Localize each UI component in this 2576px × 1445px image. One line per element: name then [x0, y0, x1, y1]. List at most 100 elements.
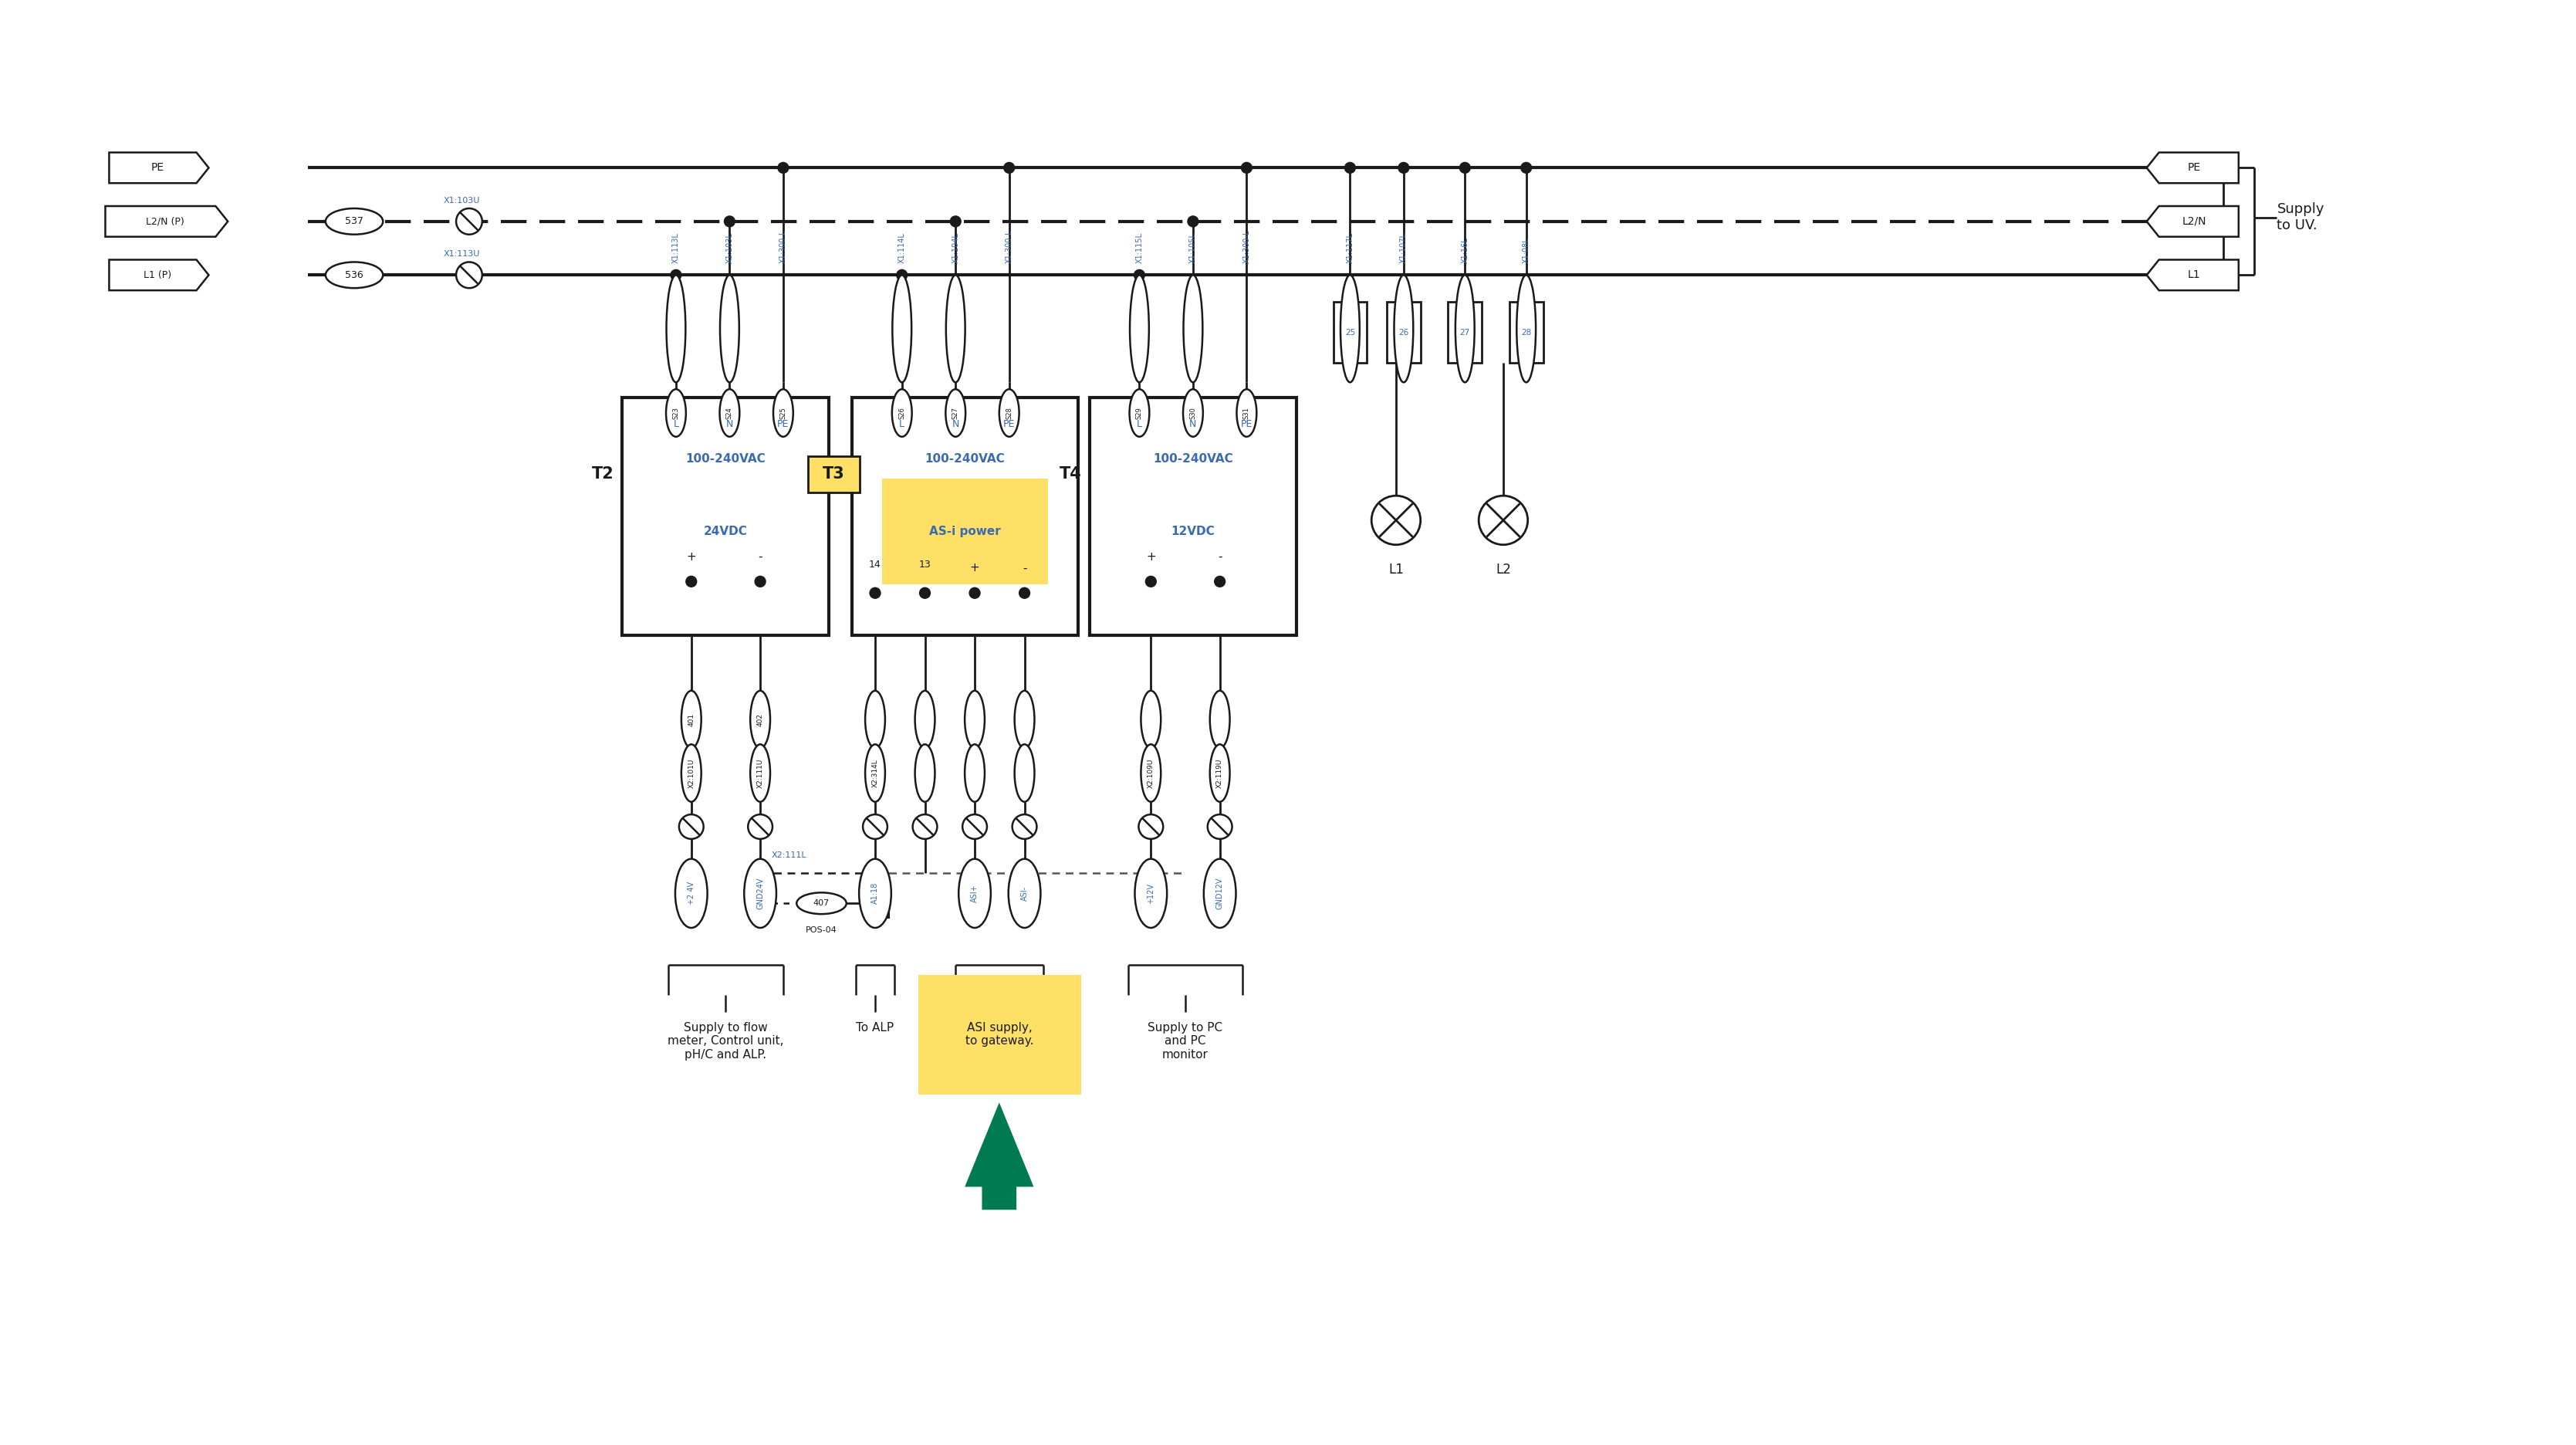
- Text: T3: T3: [822, 467, 845, 483]
- Text: X2:111L: X2:111L: [773, 851, 806, 858]
- Ellipse shape: [719, 389, 739, 436]
- Ellipse shape: [325, 208, 384, 234]
- Text: T4: T4: [1059, 467, 1082, 483]
- Ellipse shape: [750, 691, 770, 749]
- Text: X1:113L: X1:113L: [672, 233, 680, 263]
- Ellipse shape: [1517, 275, 1535, 383]
- Circle shape: [680, 815, 703, 840]
- Ellipse shape: [675, 858, 708, 928]
- Circle shape: [871, 588, 881, 598]
- Text: L1 (P): L1 (P): [144, 270, 173, 280]
- Text: AS-i power: AS-i power: [930, 526, 1002, 538]
- Circle shape: [456, 262, 482, 288]
- Text: S26: S26: [899, 407, 904, 419]
- Text: X1:103L: X1:103L: [726, 233, 734, 263]
- Circle shape: [778, 162, 788, 173]
- Ellipse shape: [958, 858, 992, 928]
- Ellipse shape: [796, 893, 848, 915]
- Circle shape: [920, 588, 930, 598]
- Circle shape: [1520, 162, 1533, 173]
- Text: +: +: [969, 562, 979, 574]
- Text: X2:119U: X2:119U: [1216, 759, 1224, 788]
- Text: S23: S23: [672, 407, 680, 419]
- Ellipse shape: [966, 744, 984, 802]
- Text: S31: S31: [1244, 407, 1249, 419]
- Text: PE: PE: [2187, 162, 2200, 173]
- Text: 407: 407: [814, 899, 829, 907]
- Circle shape: [912, 815, 938, 840]
- Circle shape: [755, 899, 765, 907]
- Text: X1:300-L: X1:300-L: [1005, 230, 1012, 263]
- Ellipse shape: [667, 275, 685, 383]
- Ellipse shape: [858, 858, 891, 928]
- Ellipse shape: [891, 275, 912, 383]
- Text: L: L: [1136, 419, 1141, 429]
- Text: +: +: [1146, 551, 1157, 562]
- Circle shape: [1188, 392, 1198, 403]
- Circle shape: [1020, 868, 1028, 877]
- Circle shape: [1020, 588, 1030, 598]
- Polygon shape: [2146, 207, 2239, 237]
- Ellipse shape: [1455, 275, 1473, 383]
- Ellipse shape: [945, 275, 966, 383]
- Circle shape: [1146, 577, 1157, 587]
- Circle shape: [1133, 392, 1144, 403]
- FancyBboxPatch shape: [623, 397, 829, 636]
- Text: -: -: [1023, 562, 1028, 574]
- Ellipse shape: [1141, 744, 1162, 802]
- Ellipse shape: [1182, 389, 1203, 436]
- FancyBboxPatch shape: [1386, 302, 1419, 363]
- Text: S25: S25: [781, 407, 786, 419]
- Text: N: N: [726, 419, 734, 429]
- Text: X1:08L: X1:08L: [1522, 237, 1530, 263]
- Polygon shape: [966, 1103, 1033, 1209]
- Text: X2:314L: X2:314L: [871, 759, 878, 788]
- Text: X1:105L: X1:105L: [1190, 233, 1198, 263]
- Text: Supply to flow
meter, Control unit,
pH/C and ALP.: Supply to flow meter, Control unit, pH/C…: [667, 1022, 783, 1061]
- Text: X1:300-L: X1:300-L: [781, 230, 788, 263]
- Text: 24VDC: 24VDC: [703, 526, 747, 538]
- Circle shape: [1479, 496, 1528, 545]
- Text: -: -: [1218, 551, 1221, 562]
- Ellipse shape: [866, 691, 886, 749]
- Ellipse shape: [1340, 275, 1360, 383]
- Text: +12V: +12V: [1146, 883, 1154, 903]
- Circle shape: [1242, 392, 1252, 403]
- Text: 402: 402: [757, 712, 762, 725]
- Text: L2: L2: [1497, 562, 1512, 577]
- Polygon shape: [108, 260, 209, 290]
- FancyBboxPatch shape: [1448, 302, 1481, 363]
- Ellipse shape: [966, 691, 984, 749]
- Text: S24: S24: [726, 407, 734, 419]
- Text: T2: T2: [592, 467, 613, 483]
- Ellipse shape: [1015, 744, 1036, 802]
- Circle shape: [1370, 496, 1419, 545]
- Ellipse shape: [1007, 858, 1041, 928]
- Circle shape: [724, 217, 734, 227]
- Circle shape: [670, 392, 680, 403]
- Text: Supply
to UV.: Supply to UV.: [2277, 202, 2324, 233]
- Text: L: L: [899, 419, 904, 429]
- Ellipse shape: [680, 744, 701, 802]
- Circle shape: [1012, 815, 1036, 840]
- Text: ASI supply,
to gateway.: ASI supply, to gateway.: [966, 1022, 1033, 1048]
- FancyBboxPatch shape: [1334, 302, 1368, 363]
- Ellipse shape: [680, 691, 701, 749]
- Text: A1:18: A1:18: [871, 883, 878, 905]
- Text: L1: L1: [2187, 270, 2200, 280]
- Text: 100-240VAC: 100-240VAC: [1154, 454, 1234, 465]
- Circle shape: [896, 270, 907, 280]
- Circle shape: [871, 868, 881, 877]
- Ellipse shape: [1182, 275, 1203, 383]
- Circle shape: [755, 868, 765, 877]
- Circle shape: [778, 392, 788, 403]
- Text: 28: 28: [1520, 328, 1530, 337]
- Ellipse shape: [1141, 691, 1162, 749]
- Text: +2 4V: +2 4V: [688, 881, 696, 905]
- Text: S30: S30: [1190, 407, 1195, 419]
- Text: 401: 401: [688, 712, 696, 725]
- Ellipse shape: [866, 744, 886, 802]
- Text: S28: S28: [1005, 407, 1012, 419]
- Text: ASI-: ASI-: [1020, 886, 1028, 900]
- Ellipse shape: [325, 262, 384, 288]
